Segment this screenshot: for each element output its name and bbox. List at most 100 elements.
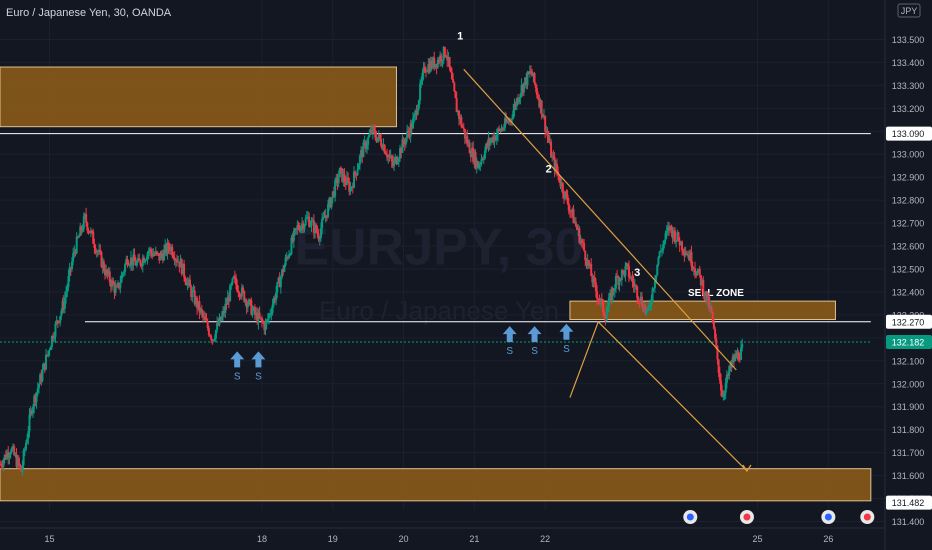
candle-body [541,114,544,118]
candle-body [651,288,654,302]
currency-badge[interactable] [897,3,921,18]
candle-body [417,100,420,109]
candle-body [193,290,196,305]
candle-body [263,322,266,331]
candle-body [461,126,464,128]
candle-body [347,177,350,182]
candle-body [217,322,220,326]
candle-body [552,156,555,158]
candle-body [7,452,10,458]
candle-body [93,243,96,249]
candle-body [348,181,351,192]
candle-body [570,210,573,213]
candle-body [124,264,127,272]
candle-body [478,164,481,169]
candle-body [384,153,387,155]
candle-body [24,443,27,450]
candle-body [697,268,700,272]
x-tick-label: 19 [328,534,338,544]
candle-body [230,284,233,286]
candle-body [622,270,625,272]
candle-body [421,72,424,82]
candle-body [283,265,286,272]
candle-body [43,363,46,370]
candle-body [66,286,69,293]
candle-body [296,225,299,229]
candle-body [227,296,230,302]
candle-body [741,344,744,348]
candle-body [170,246,173,251]
x-tick-label: 22 [540,534,550,544]
candle-body [637,298,640,301]
candle-body [29,410,32,415]
candle-body [69,267,72,270]
candle-body [711,311,714,323]
candle-body [185,281,188,286]
projection-path[interactable] [569,320,748,472]
candle-body [623,270,626,276]
candle-body [161,255,164,261]
candle-body [544,115,547,132]
candle-body [74,251,77,254]
candle-body [740,347,743,360]
candle-body [28,414,31,432]
candle-body [155,251,158,253]
candle-body [214,330,217,339]
candle-body [13,446,16,456]
candle-body [382,144,385,150]
candle-body [203,316,206,318]
candle-body [388,155,391,157]
candle-body [617,277,620,285]
candle-body [235,277,237,285]
candle-body [567,203,570,211]
candle-body [734,354,737,361]
candle-body [524,77,527,83]
candle-body [120,275,123,283]
candle-body [102,261,105,271]
candle-body [345,177,348,185]
candle-body [532,72,535,77]
candle-body [650,301,653,306]
candle-body [34,395,37,403]
candle-body [555,163,558,172]
candle-body [365,144,368,149]
candle-body [350,186,353,189]
candle-body [683,251,686,255]
candle-body [629,277,632,279]
candle-body [340,167,343,169]
candle-body [290,237,293,255]
price-axis[interactable] [885,0,932,550]
candle-body [413,115,416,119]
candle-body [50,335,53,347]
candle-body [238,292,241,297]
candle-body [303,225,306,230]
candle-body [334,180,337,197]
support-arrow-icon [251,351,266,368]
candle-body [640,296,643,307]
y-tick-label: 133.400 [892,58,925,68]
candle-body [488,138,491,144]
y-tick-label: 132.100 [892,356,925,366]
zone-rect[interactable] [569,300,836,320]
candle-body [141,257,144,266]
candle-body [252,307,255,310]
candle-body [585,260,588,266]
candle-body [491,137,494,141]
candle-body [0,464,3,466]
trend-line[interactable] [463,68,737,371]
candle-body [33,395,36,407]
candle-body [474,152,477,168]
zone-rect[interactable] [0,66,397,128]
candle-body [658,251,661,258]
candle-body [336,177,339,184]
candle-body [253,307,256,315]
candle-body [526,71,529,86]
candle-body [341,168,344,182]
candle-body [714,328,717,339]
candle-body [502,127,505,130]
event-icon-dot [743,513,751,521]
candle-body [357,164,360,170]
candle-body [393,160,396,167]
zone-rect[interactable] [0,468,872,502]
